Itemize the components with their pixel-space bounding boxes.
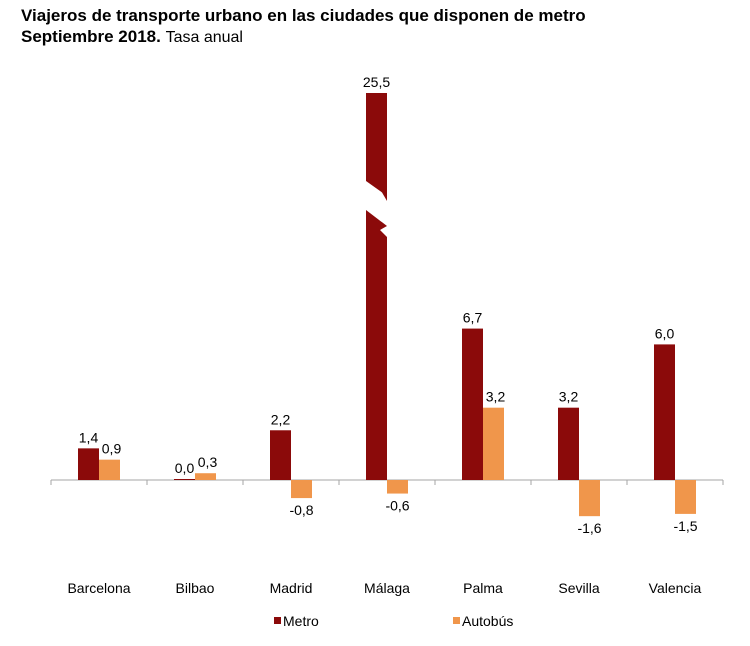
bar-metro-0 [78, 448, 99, 480]
legend-label-metro: Metro [283, 613, 319, 629]
bar-autobus-1 [195, 473, 216, 480]
bar-autobus-4 [483, 407, 504, 480]
data-label: -0,8 [289, 502, 313, 518]
data-label: 25,5 [363, 74, 390, 90]
chart-title: Viajeros de transporte urbano en las ciu… [21, 6, 586, 25]
subtitle-date: Septiembre 2018. [21, 27, 161, 46]
data-label: -1,6 [577, 520, 601, 536]
category-label: Madrid [270, 580, 313, 596]
data-label: -1,5 [673, 518, 697, 534]
data-label: 6,7 [463, 310, 483, 326]
data-label: 0,0 [175, 460, 195, 476]
data-label: 1,4 [79, 429, 99, 445]
legend-swatch-metro [274, 617, 281, 624]
bar-metro-3 [366, 93, 387, 480]
category-label: Valencia [649, 580, 702, 596]
bar-autobus-2 [291, 480, 312, 499]
subtitle-measure: Tasa anual [165, 29, 243, 46]
data-label: 6,0 [655, 325, 675, 341]
category-label: Málaga [364, 580, 410, 596]
data-label: -0,6 [385, 498, 409, 514]
category-label: Bilbao [176, 580, 215, 596]
category-label: Palma [463, 580, 503, 596]
category-label: Sevilla [558, 580, 599, 596]
data-label: 3,2 [486, 389, 506, 405]
legend-label-autobus: Autobús [462, 613, 513, 629]
chart-subtitle: Septiembre 2018. Tasa anual [21, 26, 243, 48]
bar-metro-4 [462, 328, 483, 480]
bar-autobus-5 [579, 480, 600, 517]
bar-metro-1 [174, 479, 195, 480]
bar-autobus-0 [99, 459, 120, 480]
data-label: 0,9 [102, 441, 122, 457]
data-label: 2,2 [271, 411, 291, 427]
legend-swatch-autobus [453, 617, 460, 624]
bar-autobus-6 [675, 480, 696, 514]
category-label: Barcelona [67, 580, 130, 596]
data-label: 3,2 [559, 389, 579, 405]
bar-metro-5 [558, 407, 579, 480]
bar-metro-2 [270, 430, 291, 480]
bar-metro-6 [654, 344, 675, 480]
bar-autobus-3 [387, 480, 408, 494]
data-label: 0,3 [198, 454, 218, 470]
